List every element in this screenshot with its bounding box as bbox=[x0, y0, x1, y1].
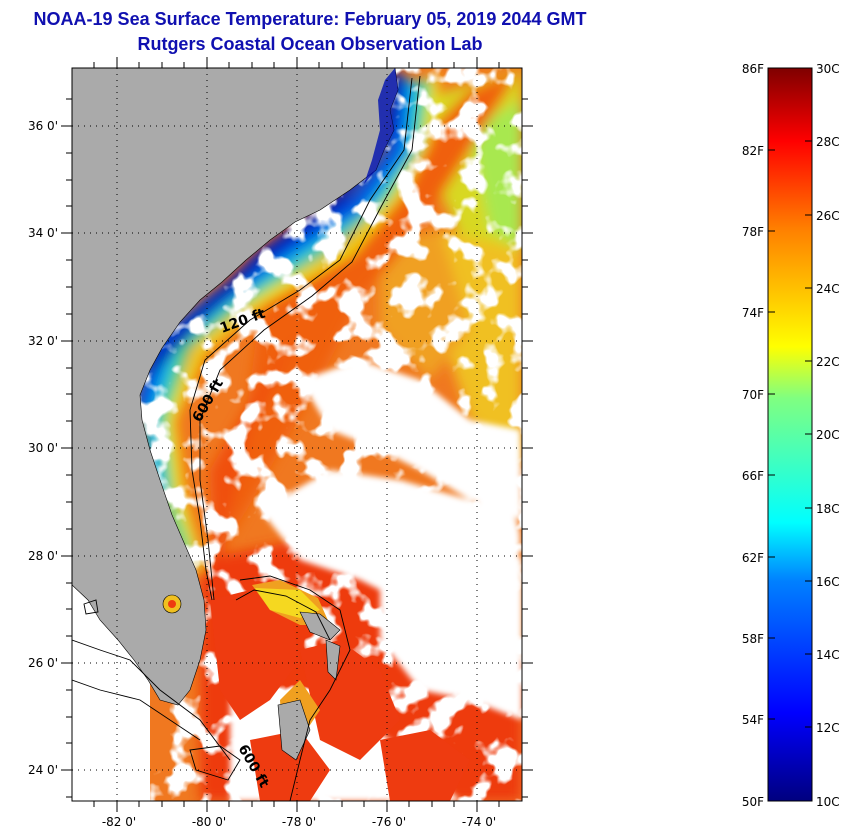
colorbar-c-label: 18C bbox=[816, 502, 840, 516]
colorbar-f-label: 62F bbox=[742, 551, 764, 565]
colorbar-c-label: 14C bbox=[816, 648, 840, 662]
colorbar-f-label: 78F bbox=[742, 225, 764, 239]
colorbar-gradient bbox=[767, 67, 813, 802]
colorbar-c-label: 12C bbox=[816, 721, 840, 735]
colorbar-c-label: 28C bbox=[816, 135, 840, 149]
lon-label: -80 0' bbox=[192, 815, 226, 829]
colorbar-c-label: 16C bbox=[816, 575, 840, 589]
colorbar-f-label: 58F bbox=[742, 632, 764, 646]
colorbar-f-label: 66F bbox=[742, 469, 764, 483]
lat-label: 32 0' bbox=[28, 334, 58, 348]
bahamas-land bbox=[277, 611, 341, 761]
lat-label: 24 0' bbox=[28, 763, 58, 777]
colorbar-c-label: 30C bbox=[816, 62, 840, 76]
colorbar-f-label: 50F bbox=[742, 795, 764, 809]
lon-label: -76 0' bbox=[372, 815, 406, 829]
graticule bbox=[72, 68, 522, 801]
colorbar-f-label: 70F bbox=[742, 388, 764, 402]
lat-label: 30 0' bbox=[28, 441, 58, 455]
lat-label: 34 0' bbox=[28, 226, 58, 240]
lat-label: 36 0' bbox=[28, 119, 58, 133]
lat-label: 26 0' bbox=[28, 656, 58, 670]
lon-label: -82 0' bbox=[102, 815, 136, 829]
colorbar-f-label: 54F bbox=[742, 713, 764, 727]
colorbar-c-label: 20C bbox=[816, 428, 840, 442]
map-title: NOAA-19 Sea Surface Temperature: Februar… bbox=[33, 9, 587, 29]
lat-labels: 36 0' 34 0' 32 0' 30 0' 28 0' 26 0' 24 0… bbox=[28, 119, 58, 777]
colorbar-f-ticks bbox=[768, 149, 775, 720]
colorbar-f-label: 74F bbox=[742, 306, 764, 320]
colorbar-c-label: 24C bbox=[816, 282, 840, 296]
lat-ticks bbox=[61, 98, 533, 798]
bahamas-sst bbox=[210, 590, 470, 801]
lat-label: 28 0' bbox=[28, 549, 58, 563]
colorbar-f-label: 86F bbox=[742, 62, 764, 76]
colorbar-c-label: 10C bbox=[816, 795, 840, 809]
lon-label: -74 0' bbox=[462, 815, 496, 829]
colorbar-c-label: 22C bbox=[816, 355, 840, 369]
lon-ticks bbox=[93, 57, 500, 812]
map-subtitle: Rutgers Coastal Ocean Observation Lab bbox=[137, 34, 483, 54]
colorbar-c-label: 26C bbox=[816, 209, 840, 223]
colorbar: 86F 82F 78F 74F 70F 66F 62F 58F 54F 50F … bbox=[742, 62, 840, 809]
colorbar-f-label: 82F bbox=[742, 144, 764, 158]
depth-contours bbox=[72, 75, 421, 801]
lon-labels: -82 0' -80 0' -78 0' -76 0' -74 0' bbox=[102, 815, 496, 829]
sst-map[interactable]: 120 ft 600 ft 600 ft bbox=[72, 68, 522, 801]
lon-label: -78 0' bbox=[282, 815, 316, 829]
colorbar-c-ticks bbox=[805, 140, 812, 728]
